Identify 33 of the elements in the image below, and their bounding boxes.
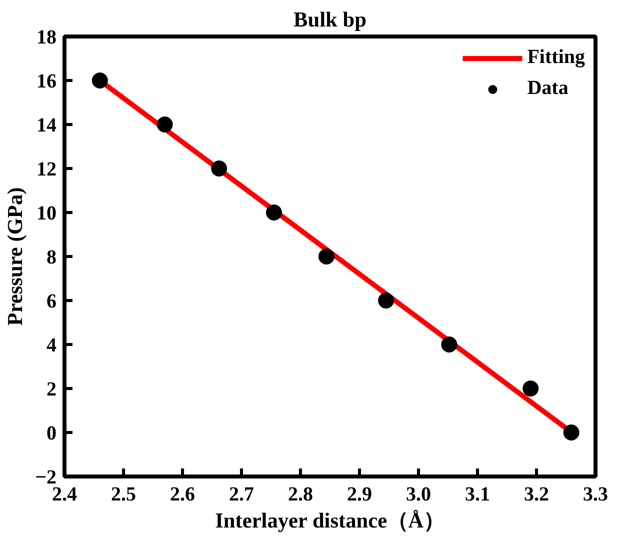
x-tick-label: 2.9 [347, 484, 372, 506]
point [92, 72, 108, 88]
y-tick-label: 8 [46, 246, 56, 268]
y-tick-label: 0 [46, 422, 56, 444]
x-axis-title: Interlayer distance（Å） [215, 508, 445, 532]
y-tick-label: 6 [46, 290, 56, 312]
x-tick-label: 3.3 [583, 484, 608, 506]
y-tick-label: 2 [46, 378, 56, 400]
y-tick-label: 16 [36, 70, 56, 92]
point [522, 380, 539, 396]
y-tick-label: 4 [46, 334, 56, 356]
x-tick-label: 3.2 [524, 484, 549, 506]
legend-label: Fitting [527, 46, 585, 69]
x-tick-label: 2.5 [111, 484, 136, 506]
y-tick-label: 12 [36, 158, 56, 180]
x-tick-label: 3.1 [465, 484, 490, 506]
legend-label: Data [527, 77, 568, 100]
chart-title: Bulk bp [294, 8, 366, 32]
point [441, 336, 458, 352]
point [211, 160, 228, 176]
point [563, 424, 580, 440]
point [378, 292, 394, 308]
x-tick-label: 3.0 [406, 484, 431, 506]
y-tick-label: 18 [36, 26, 56, 48]
point [266, 204, 282, 220]
y-axis-title: Pressure (GPa) [3, 187, 28, 326]
point [318, 248, 334, 264]
point [156, 116, 173, 132]
x-tick-label: 2.7 [229, 484, 254, 506]
y-tick-label: 14 [36, 114, 56, 136]
x-tick-label: 2.6 [170, 484, 195, 506]
x-tick-label: 2.8 [288, 484, 313, 506]
y-tick-label: 10 [36, 202, 56, 224]
